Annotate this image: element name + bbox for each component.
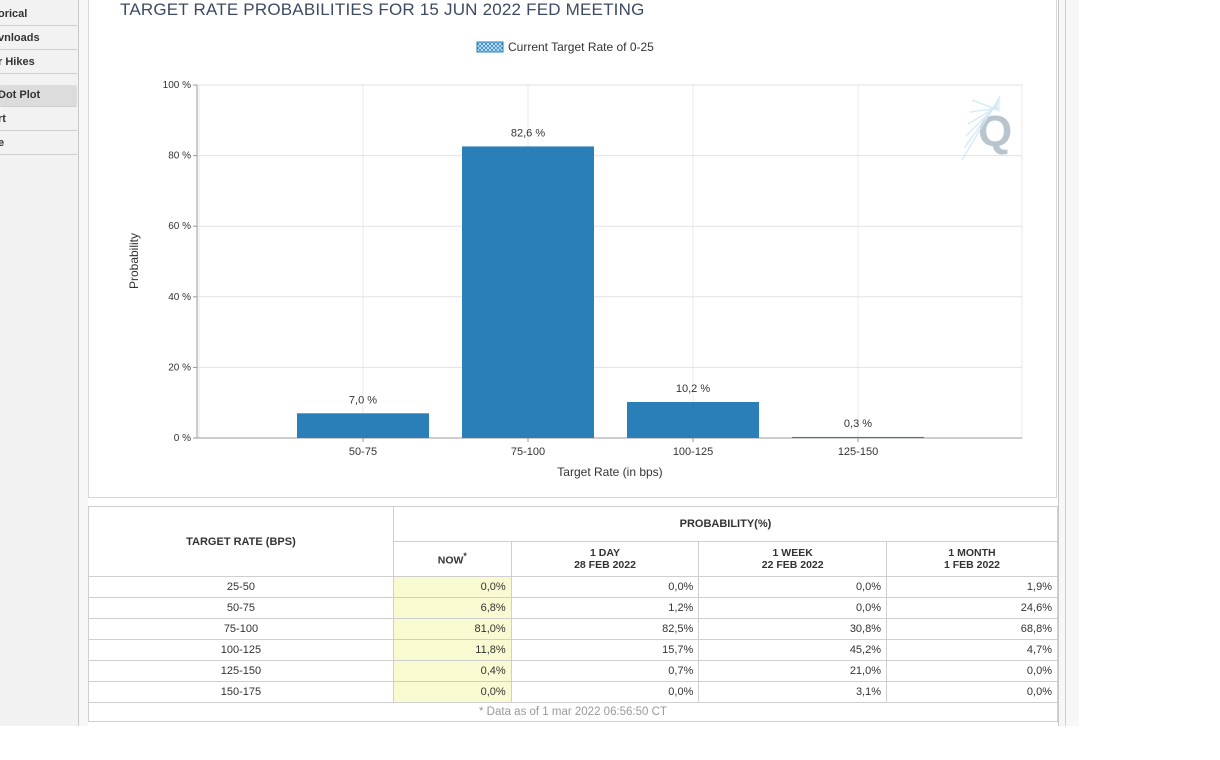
cell-month: 24,6% xyxy=(886,597,1058,619)
cell-target-rate: 75-100 xyxy=(88,618,394,640)
cell-target-rate: 25-50 xyxy=(88,576,394,598)
cell-day: 82,5% xyxy=(510,618,700,640)
bar-50-75 xyxy=(297,413,429,438)
table-row: 25-50 0,0% 0,0% 0,0% 1,9% xyxy=(88,576,1058,598)
watermark-stroke xyxy=(971,99,1001,112)
sidebar-item-table[interactable]: e xyxy=(0,133,77,155)
table-row: 75-100 81,0% 82,5% 30,8% 68,8% xyxy=(88,618,1058,640)
subheader-period: NOW xyxy=(437,554,464,567)
x-tick-label: 75-100 xyxy=(511,446,545,458)
y-tick-label: 60 % xyxy=(168,221,191,232)
bar-chart: 0 % 20 % 40 % 60 % 80 % 100 % 7,0 % 50-75 82,6 %… xyxy=(127,40,1023,479)
cell-week: 0,0% xyxy=(698,597,888,619)
cell-week: 30,8% xyxy=(698,618,888,640)
cell-month: 0,0% xyxy=(886,660,1058,682)
sidebar-item-label: e xyxy=(0,137,4,149)
sidebar-item-rate-hikes[interactable]: r Hikes xyxy=(0,52,77,74)
bar-data-label: 10,2 % xyxy=(676,383,710,395)
subheader-period: 1 DAY xyxy=(590,547,620,559)
cell-month: 68,8% xyxy=(886,618,1058,640)
sidebar-item-label: orical xyxy=(0,8,28,20)
cell-month: 0,0% xyxy=(886,681,1058,703)
sidebar-item-label: vnloads xyxy=(0,32,40,44)
y-tick-label: 20 % xyxy=(168,362,191,373)
x-tick-label: 100-125 xyxy=(673,446,713,458)
x-tick-label: 50-75 xyxy=(349,446,377,458)
x-axis-title: Target Rate (in bps) xyxy=(557,465,662,479)
cell-day: 15,7% xyxy=(510,639,700,661)
sidebar-item-label: rt xyxy=(0,113,6,125)
panel-gutter xyxy=(79,0,88,726)
chart-title: TARGET RATE PROBABILITIES FOR 15 JUN 202… xyxy=(120,0,645,19)
chart-container xyxy=(88,0,1057,498)
subheader-3: 1 MONTH 1 FEB 2022 xyxy=(886,541,1058,577)
footnote: * Data as of 1 mar 2022 06:56:50 CT xyxy=(88,702,1058,722)
subheader-2: 1 WEEK 22 FEB 2022 xyxy=(698,541,888,577)
cell-target-rate: 50-75 xyxy=(88,597,394,619)
cell-week: 0,0% xyxy=(698,576,888,598)
sidebar-item-historical[interactable]: orical xyxy=(0,4,77,26)
y-axis-title: Probability xyxy=(127,233,141,289)
cell-week: 3,1% xyxy=(698,681,888,703)
subheader-date: 28 FEB 2022 xyxy=(574,559,636,571)
cell-day: 0,0% xyxy=(510,576,700,598)
y-tick-label: 80 % xyxy=(168,151,191,162)
cell-week: 21,0% xyxy=(698,660,888,682)
cell-now: 0,0% xyxy=(392,681,512,703)
y-tick-label: 40 % xyxy=(168,292,191,303)
cell-now: 6,8% xyxy=(392,597,512,619)
table-row: 150-175 0,0% 0,0% 3,1% 0,0% xyxy=(88,681,1058,703)
sidebar-item-downloads[interactable]: vnloads xyxy=(0,28,77,50)
cell-day: 0,0% xyxy=(510,681,700,703)
sidebar-item-chart[interactable]: rt xyxy=(0,109,77,131)
cell-day: 1,2% xyxy=(510,597,700,619)
header-target-rate: TARGET RATE (BPS) xyxy=(88,506,394,577)
y-tick-label: 100 % xyxy=(163,80,191,91)
header-probability: PROBABILITY(%) xyxy=(392,506,1059,542)
cell-target-rate: 100-125 xyxy=(88,639,394,661)
table-row: 125-150 0,4% 0,7% 21,0% 0,0% xyxy=(88,660,1058,682)
footnote-marker: * xyxy=(463,551,467,562)
subheader-period: 1 WEEK xyxy=(772,547,813,559)
cell-week: 45,2% xyxy=(698,639,888,661)
subheader-period: 1 MONTH xyxy=(948,547,996,559)
cell-now: 81,0% xyxy=(392,618,512,640)
legend-swatch xyxy=(476,41,504,53)
sidebar-item-dot-plot[interactable]: Dot Plot xyxy=(0,85,77,107)
subheader-date: 22 FEB 2022 xyxy=(761,559,824,571)
plot-area xyxy=(196,84,1023,439)
cell-day: 0,7% xyxy=(510,660,700,682)
cell-month: 1,9% xyxy=(886,576,1058,598)
subheader-date: 1 FEB 2022 xyxy=(943,559,1001,571)
table-row: 50-75 6,8% 1,2% 0,0% 24,6% xyxy=(88,597,1058,619)
cell-target-rate: 150-175 xyxy=(88,681,394,703)
table-row: 100-125 11,8% 15,7% 45,2% 4,7% xyxy=(88,639,1058,661)
sidebar-item-label: r Hikes xyxy=(0,56,35,68)
bar-125-150 xyxy=(792,436,924,438)
right-scroll-rail[interactable] xyxy=(1058,0,1079,726)
sidebar-item-label: Dot Plot xyxy=(0,89,41,101)
subheader-0: NOW* xyxy=(392,541,512,577)
probability-table: TARGET RATE (BPS) PROBABILITY(%) NOW* 1 D… xyxy=(88,506,1059,722)
subheader-1: 1 DAY 28 FEB 2022 xyxy=(510,541,700,577)
cell-target-rate: 125-150 xyxy=(88,660,394,682)
cell-now: 11,8% xyxy=(392,639,512,661)
bar-75-100 xyxy=(462,146,594,438)
bar-data-label: 82,6 % xyxy=(511,127,545,139)
y-tick-label: 0 % xyxy=(174,433,191,444)
sidebar: orical vnloads r Hikes Dot Plot rt e xyxy=(0,0,79,726)
cell-month: 4,7% xyxy=(886,639,1058,661)
bar-100-125 xyxy=(627,401,759,438)
cell-now: 0,0% xyxy=(392,576,512,598)
cell-now: 0,4% xyxy=(392,660,512,682)
bar-data-label: 7,0 % xyxy=(349,394,377,406)
bar-data-label: 0,3 % xyxy=(844,418,872,430)
legend-label: Current Target Rate of 0-25 xyxy=(508,40,654,54)
x-tick-label: 125-150 xyxy=(838,446,878,458)
